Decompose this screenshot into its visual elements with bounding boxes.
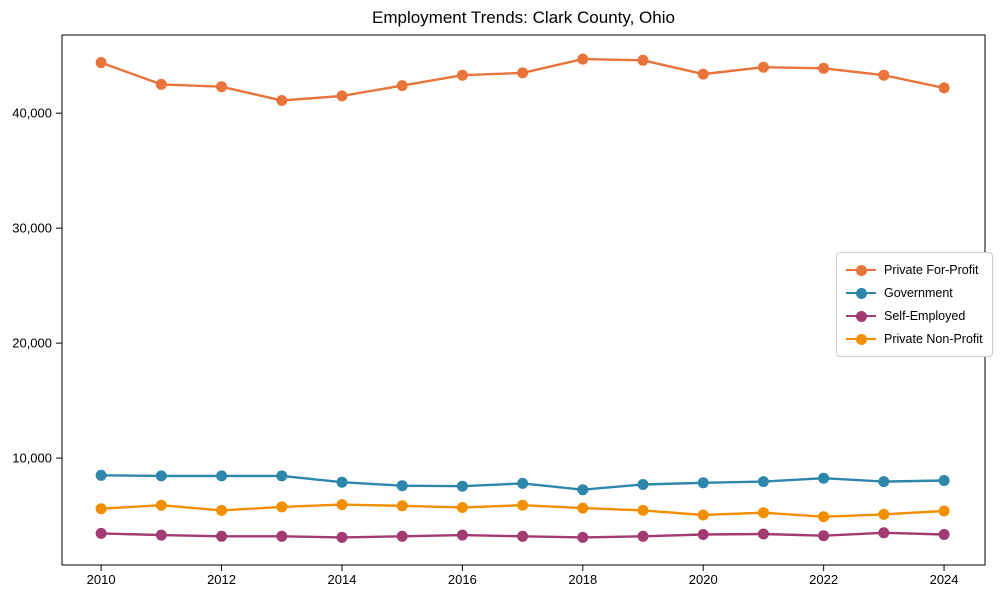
marker-private-for-profit-2019 xyxy=(637,54,649,66)
legend-item-self-employed: Self-Employed xyxy=(846,306,983,326)
legend-marker-government-icon xyxy=(846,287,876,299)
marker-private-non-profit-2011 xyxy=(155,499,167,511)
x-tick-label-2020: 2020 xyxy=(689,572,718,587)
marker-private-for-profit-2015 xyxy=(396,80,408,92)
legend-marker-private-for-profit-icon xyxy=(846,264,876,276)
marker-private-for-profit-2010 xyxy=(95,57,107,69)
marker-private-for-profit-2013 xyxy=(276,95,288,106)
marker-private-for-profit-2023 xyxy=(878,69,890,81)
y-tick-label-10000: 10,000 xyxy=(12,451,52,466)
marker-private-for-profit-2012 xyxy=(216,81,228,93)
x-tick-label-2012: 2012 xyxy=(207,572,236,587)
x-tick-label-2014: 2014 xyxy=(328,572,357,587)
legend-label-self-employed: Self-Employed xyxy=(884,309,966,323)
marker-private-non-profit-2023 xyxy=(878,508,890,520)
marker-private-non-profit-2012 xyxy=(216,504,228,516)
marker-self-employed-2021 xyxy=(757,528,769,540)
marker-private-for-profit-2022 xyxy=(818,62,830,74)
marker-government-2017 xyxy=(517,477,529,489)
legend-item-private-for-profit: Private For-Profit xyxy=(846,260,983,280)
legend-marker-self-employed-icon xyxy=(846,310,876,322)
marker-private-for-profit-2020 xyxy=(697,68,709,80)
x-tick-label-2016: 2016 xyxy=(448,572,477,587)
marker-private-non-profit-2021 xyxy=(757,507,769,519)
marker-self-employed-2019 xyxy=(637,530,649,542)
marker-self-employed-2012 xyxy=(216,530,228,542)
marker-self-employed-2017 xyxy=(517,530,529,542)
y-tick-label-20000: 20,000 xyxy=(12,336,52,351)
marker-private-for-profit-2011 xyxy=(155,78,167,90)
marker-private-non-profit-2017 xyxy=(517,499,529,511)
marker-government-2012 xyxy=(216,470,228,482)
marker-private-for-profit-2021 xyxy=(757,61,769,73)
marker-government-2024 xyxy=(938,475,950,486)
marker-private-non-profit-2024 xyxy=(938,505,950,517)
marker-government-2013 xyxy=(276,470,288,482)
marker-government-2022 xyxy=(818,472,830,484)
legend-label-government: Government xyxy=(884,286,953,300)
marker-private-non-profit-2013 xyxy=(276,501,288,513)
y-tick-label-40000: 40,000 xyxy=(12,106,52,121)
marker-private-non-profit-2014 xyxy=(336,499,348,511)
x-tick-label-2018: 2018 xyxy=(568,572,597,587)
marker-government-2019 xyxy=(637,479,649,490)
marker-self-employed-2014 xyxy=(336,531,348,543)
marker-self-employed-2022 xyxy=(818,530,830,542)
marker-private-non-profit-2010 xyxy=(95,503,107,515)
marker-government-2021 xyxy=(757,476,769,488)
marker-private-for-profit-2016 xyxy=(456,69,468,81)
marker-self-employed-2024 xyxy=(938,529,950,540)
marker-self-employed-2010 xyxy=(95,527,107,539)
marker-private-non-profit-2018 xyxy=(577,502,589,514)
marker-self-employed-2020 xyxy=(697,529,709,540)
marker-private-non-profit-2020 xyxy=(697,509,709,521)
marker-government-2015 xyxy=(396,480,408,492)
marker-government-2016 xyxy=(456,480,468,492)
chart-title: Employment Trends: Clark County, Ohio xyxy=(372,8,675,27)
x-tick-label-2022: 2022 xyxy=(809,572,838,587)
marker-self-employed-2013 xyxy=(276,530,288,542)
marker-government-2010 xyxy=(95,469,107,481)
marker-government-2018 xyxy=(577,484,589,496)
legend: Private For-Profit Government Self-Emplo… xyxy=(836,252,993,357)
marker-government-2020 xyxy=(697,477,709,489)
marker-private-non-profit-2016 xyxy=(456,502,468,513)
marker-self-employed-2015 xyxy=(396,530,408,542)
marker-private-non-profit-2019 xyxy=(637,504,649,516)
legend-item-private-non-profit: Private Non-Profit xyxy=(846,329,983,349)
marker-government-2011 xyxy=(155,470,167,482)
x-tick-label-2010: 2010 xyxy=(87,572,116,587)
marker-government-2023 xyxy=(878,476,890,488)
legend-item-government: Government xyxy=(846,283,983,303)
y-tick-label-30000: 30,000 xyxy=(12,221,52,236)
marker-self-employed-2018 xyxy=(577,531,589,543)
marker-private-for-profit-2024 xyxy=(938,82,950,94)
marker-private-non-profit-2022 xyxy=(818,511,830,523)
legend-marker-private-non-profit-icon xyxy=(846,333,876,345)
line-private-for-profit xyxy=(100,57,945,102)
legend-label-private-non-profit: Private Non-Profit xyxy=(884,332,983,346)
legend-label-private-for-profit: Private For-Profit xyxy=(884,263,979,277)
marker-private-non-profit-2015 xyxy=(396,500,408,512)
marker-self-employed-2023 xyxy=(878,527,890,539)
x-tick-label-2024: 2024 xyxy=(930,572,959,587)
marker-private-for-profit-2017 xyxy=(517,67,529,79)
marker-self-employed-2016 xyxy=(456,529,468,541)
marker-government-2014 xyxy=(336,476,348,488)
marker-self-employed-2011 xyxy=(155,529,167,541)
marker-private-for-profit-2014 xyxy=(336,90,348,102)
marker-private-for-profit-2018 xyxy=(577,53,589,65)
